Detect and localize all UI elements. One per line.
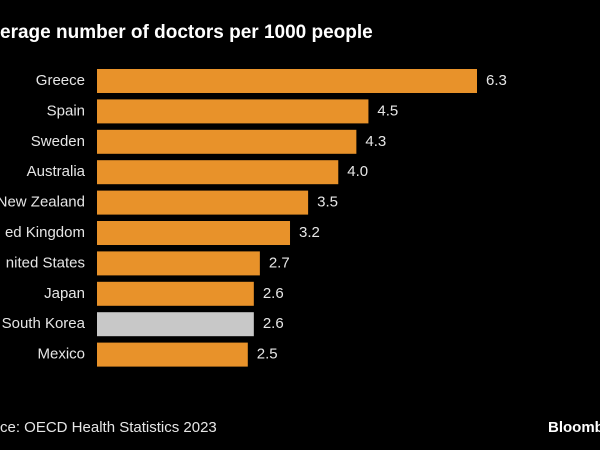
bar bbox=[97, 312, 254, 337]
value-label: 4.5 bbox=[377, 102, 398, 119]
category-label: nited States bbox=[6, 254, 85, 271]
bar bbox=[97, 99, 369, 124]
value-label: 2.6 bbox=[263, 285, 284, 302]
category-label: Australia bbox=[27, 163, 86, 180]
source: ce: OECD Health Statistics 2023 bbox=[0, 419, 217, 436]
value-label: 3.2 bbox=[299, 224, 320, 241]
category-label: Greece bbox=[36, 72, 85, 89]
bar bbox=[97, 69, 477, 93]
value-label: 4.3 bbox=[365, 133, 386, 150]
category-label: ed Kingdom bbox=[5, 224, 85, 241]
value-label: 6.3 bbox=[486, 72, 507, 89]
brand: Bloomb bbox=[548, 419, 600, 436]
bar bbox=[97, 281, 254, 306]
chart-title: erage number of doctors per 1000 people bbox=[0, 22, 373, 43]
bar bbox=[97, 342, 248, 367]
value-label: 4.0 bbox=[347, 163, 368, 180]
category-label: Japan bbox=[44, 285, 85, 302]
value-label: 2.5 bbox=[257, 346, 278, 363]
category-label: Mexico bbox=[37, 346, 85, 363]
bar bbox=[97, 221, 291, 245]
value-label: 3.5 bbox=[317, 194, 338, 211]
bar bbox=[97, 160, 339, 185]
category-label: South Korea bbox=[2, 315, 86, 332]
bar bbox=[97, 129, 357, 154]
bar bbox=[97, 251, 260, 276]
category-label: New Zealand bbox=[0, 194, 85, 211]
category-label: Sweden bbox=[31, 133, 85, 150]
category-label: Spain bbox=[47, 102, 85, 119]
bar bbox=[97, 190, 309, 215]
value-label: 2.7 bbox=[269, 254, 290, 271]
value-label: 2.6 bbox=[263, 315, 284, 332]
